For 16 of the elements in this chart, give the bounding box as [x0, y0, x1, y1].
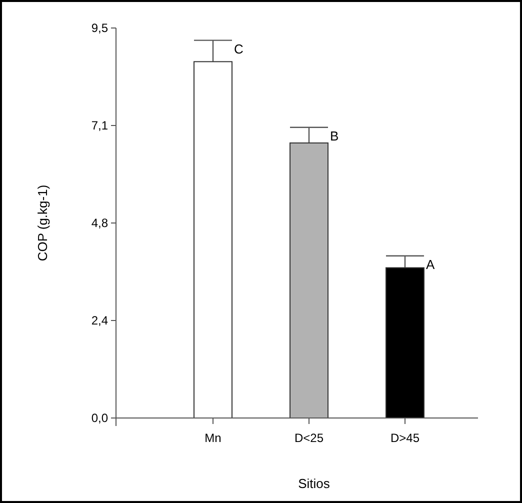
bar: [290, 142, 328, 418]
x-tick-label: D<25: [294, 431, 324, 445]
x-tick-label: D>45: [390, 431, 420, 445]
y-tick-label: 9,5: [91, 21, 108, 36]
annotation: A: [426, 256, 435, 272]
y-tick-label: 7,1: [91, 118, 108, 133]
bar: [194, 61, 232, 418]
bar: [386, 267, 424, 418]
annotation: B: [330, 128, 339, 144]
y-tick-label: 4,8: [91, 216, 108, 230]
x-tick-label: Mn: [204, 431, 222, 445]
y-tick-label: 2,4: [91, 314, 108, 328]
y-axis-title: COP (g.kg-1): [35, 184, 50, 262]
y-tick-label: 0,0: [91, 411, 108, 426]
annotation: C: [234, 41, 244, 56]
x-axis-title: Sitios: [298, 476, 330, 491]
